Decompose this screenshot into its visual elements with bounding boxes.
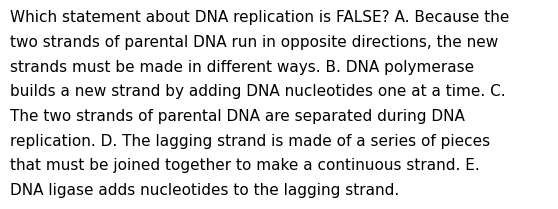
Text: builds a new strand by adding DNA nucleotides one at a time. C.: builds a new strand by adding DNA nucleo…: [10, 84, 506, 99]
Text: that must be joined together to make a continuous strand. E.: that must be joined together to make a c…: [10, 158, 480, 173]
Text: two strands of parental DNA run in opposite directions, the new: two strands of parental DNA run in oppos…: [10, 35, 498, 50]
Text: strands must be made in different ways. B. DNA polymerase: strands must be made in different ways. …: [10, 60, 474, 75]
Text: replication. D. The lagging strand is made of a series of pieces: replication. D. The lagging strand is ma…: [10, 134, 490, 149]
Text: The two strands of parental DNA are separated during DNA: The two strands of parental DNA are sepa…: [10, 109, 465, 124]
Text: DNA ligase adds nucleotides to the lagging strand.: DNA ligase adds nucleotides to the laggi…: [10, 183, 400, 198]
Text: Which statement about DNA replication is FALSE? A. Because the: Which statement about DNA replication is…: [10, 10, 509, 25]
